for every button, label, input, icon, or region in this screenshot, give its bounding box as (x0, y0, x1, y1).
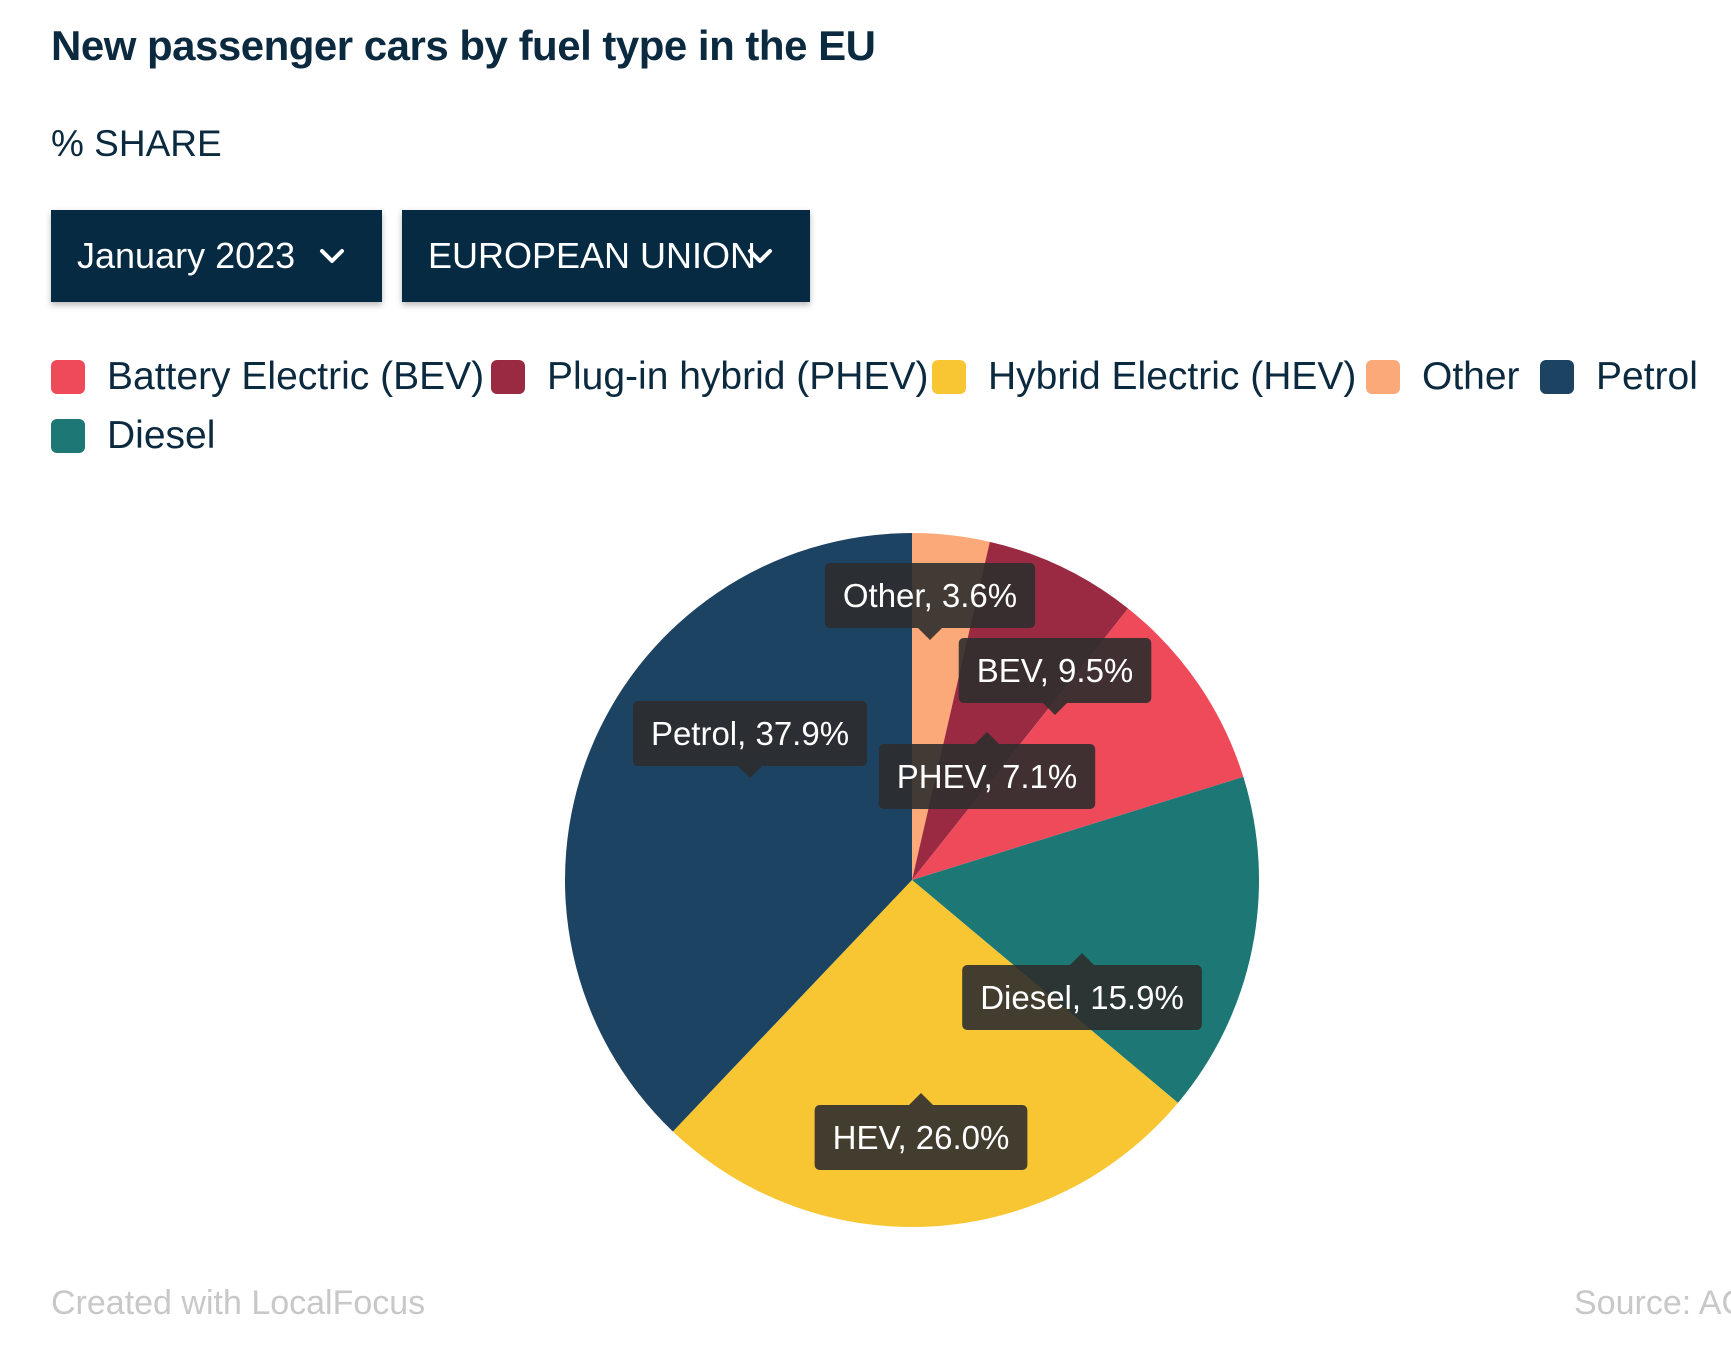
data-label-text: BEV, 9.5% (977, 652, 1134, 689)
legend-item-phev[interactable]: Plug-in hybrid (PHEV) (491, 355, 928, 399)
pie-slice-hev[interactable] (672, 880, 1178, 1227)
data-label-box (962, 965, 1202, 1030)
chevron-down-icon (748, 249, 772, 263)
month-dropdown[interactable]: January 2023 (51, 210, 382, 302)
data-label-text: PHEV, 7.1% (897, 758, 1077, 795)
data-label-box (878, 744, 1096, 809)
legend-swatch (1366, 360, 1400, 394)
legend-label: Plug-in hybrid (PHEV) (547, 355, 929, 398)
pie-chart: Other, 3.6% PHEV, 7.1% BEV, 9.5% Diesel, 15… (565, 533, 1259, 1227)
region-dropdown-value: EUROPEAN UNION (428, 235, 757, 276)
data-label-text: HEV, 26.0% (833, 1119, 1010, 1156)
credit-text[interactable]: Created with LocalFocus (51, 1284, 426, 1322)
data-label-box (814, 1105, 1028, 1170)
data-label-text: Other, 3.6% (843, 577, 1017, 614)
legend-item-bev[interactable]: Battery Electric (BEV) (51, 355, 484, 399)
data-label-phev: PHEV, 7.1% (878, 732, 1096, 809)
data-label-petrol: Petrol, 37.9% (632, 701, 868, 778)
legend-item-hev[interactable]: Hybrid Electric (HEV) (932, 355, 1356, 399)
data-label-box (958, 638, 1152, 703)
data-label-pointer (909, 1093, 933, 1105)
pie-slice-petrol[interactable] (565, 533, 912, 1132)
region-dropdown[interactable]: EUROPEAN UNION (402, 210, 810, 302)
data-label-other: Other, 3.6% (824, 563, 1036, 640)
legend-label: Hybrid Electric (HEV) (988, 355, 1357, 398)
month-dropdown-value: January 2023 (77, 235, 296, 276)
legend-label: Diesel (107, 414, 216, 457)
legend-label: Other (1422, 355, 1520, 398)
data-label-diesel: Diesel, 15.9% (962, 953, 1202, 1030)
legend-swatch (51, 419, 85, 453)
data-label-pointer (975, 732, 999, 744)
data-label-pointer (1043, 703, 1067, 715)
data-label-hev: HEV, 26.0% (814, 1093, 1028, 1170)
legend-item-other[interactable]: Other (1366, 355, 1520, 399)
legend-swatch (51, 360, 85, 394)
legend-swatch (491, 360, 525, 394)
data-label-pointer (918, 628, 942, 640)
source-text: Source: ACEA (1574, 1284, 1731, 1322)
legend-item-diesel[interactable]: Diesel (51, 414, 215, 458)
data-label-pointer (1070, 953, 1094, 965)
chevron-down-icon (320, 249, 344, 263)
legend-swatch (1540, 360, 1574, 394)
legend-item-petrol[interactable]: Petrol (1540, 355, 1698, 399)
chart-title: New passenger cars by fuel type in the E… (51, 22, 876, 69)
source-container: Source: ACEA (1574, 1276, 1731, 1336)
legend-swatch (932, 360, 966, 394)
data-label-pointer (738, 766, 762, 778)
data-label-text: Diesel, 15.9% (980, 979, 1184, 1016)
data-label-text: Petrol, 37.9% (651, 715, 849, 752)
legend-label: Petrol (1596, 355, 1698, 398)
data-label-box (824, 563, 1036, 628)
chart-subtitle: % SHARE (51, 123, 222, 164)
data-label-box (632, 701, 868, 766)
data-label-bev: BEV, 9.5% (958, 638, 1152, 715)
legend-label: Battery Electric (BEV) (107, 355, 485, 398)
